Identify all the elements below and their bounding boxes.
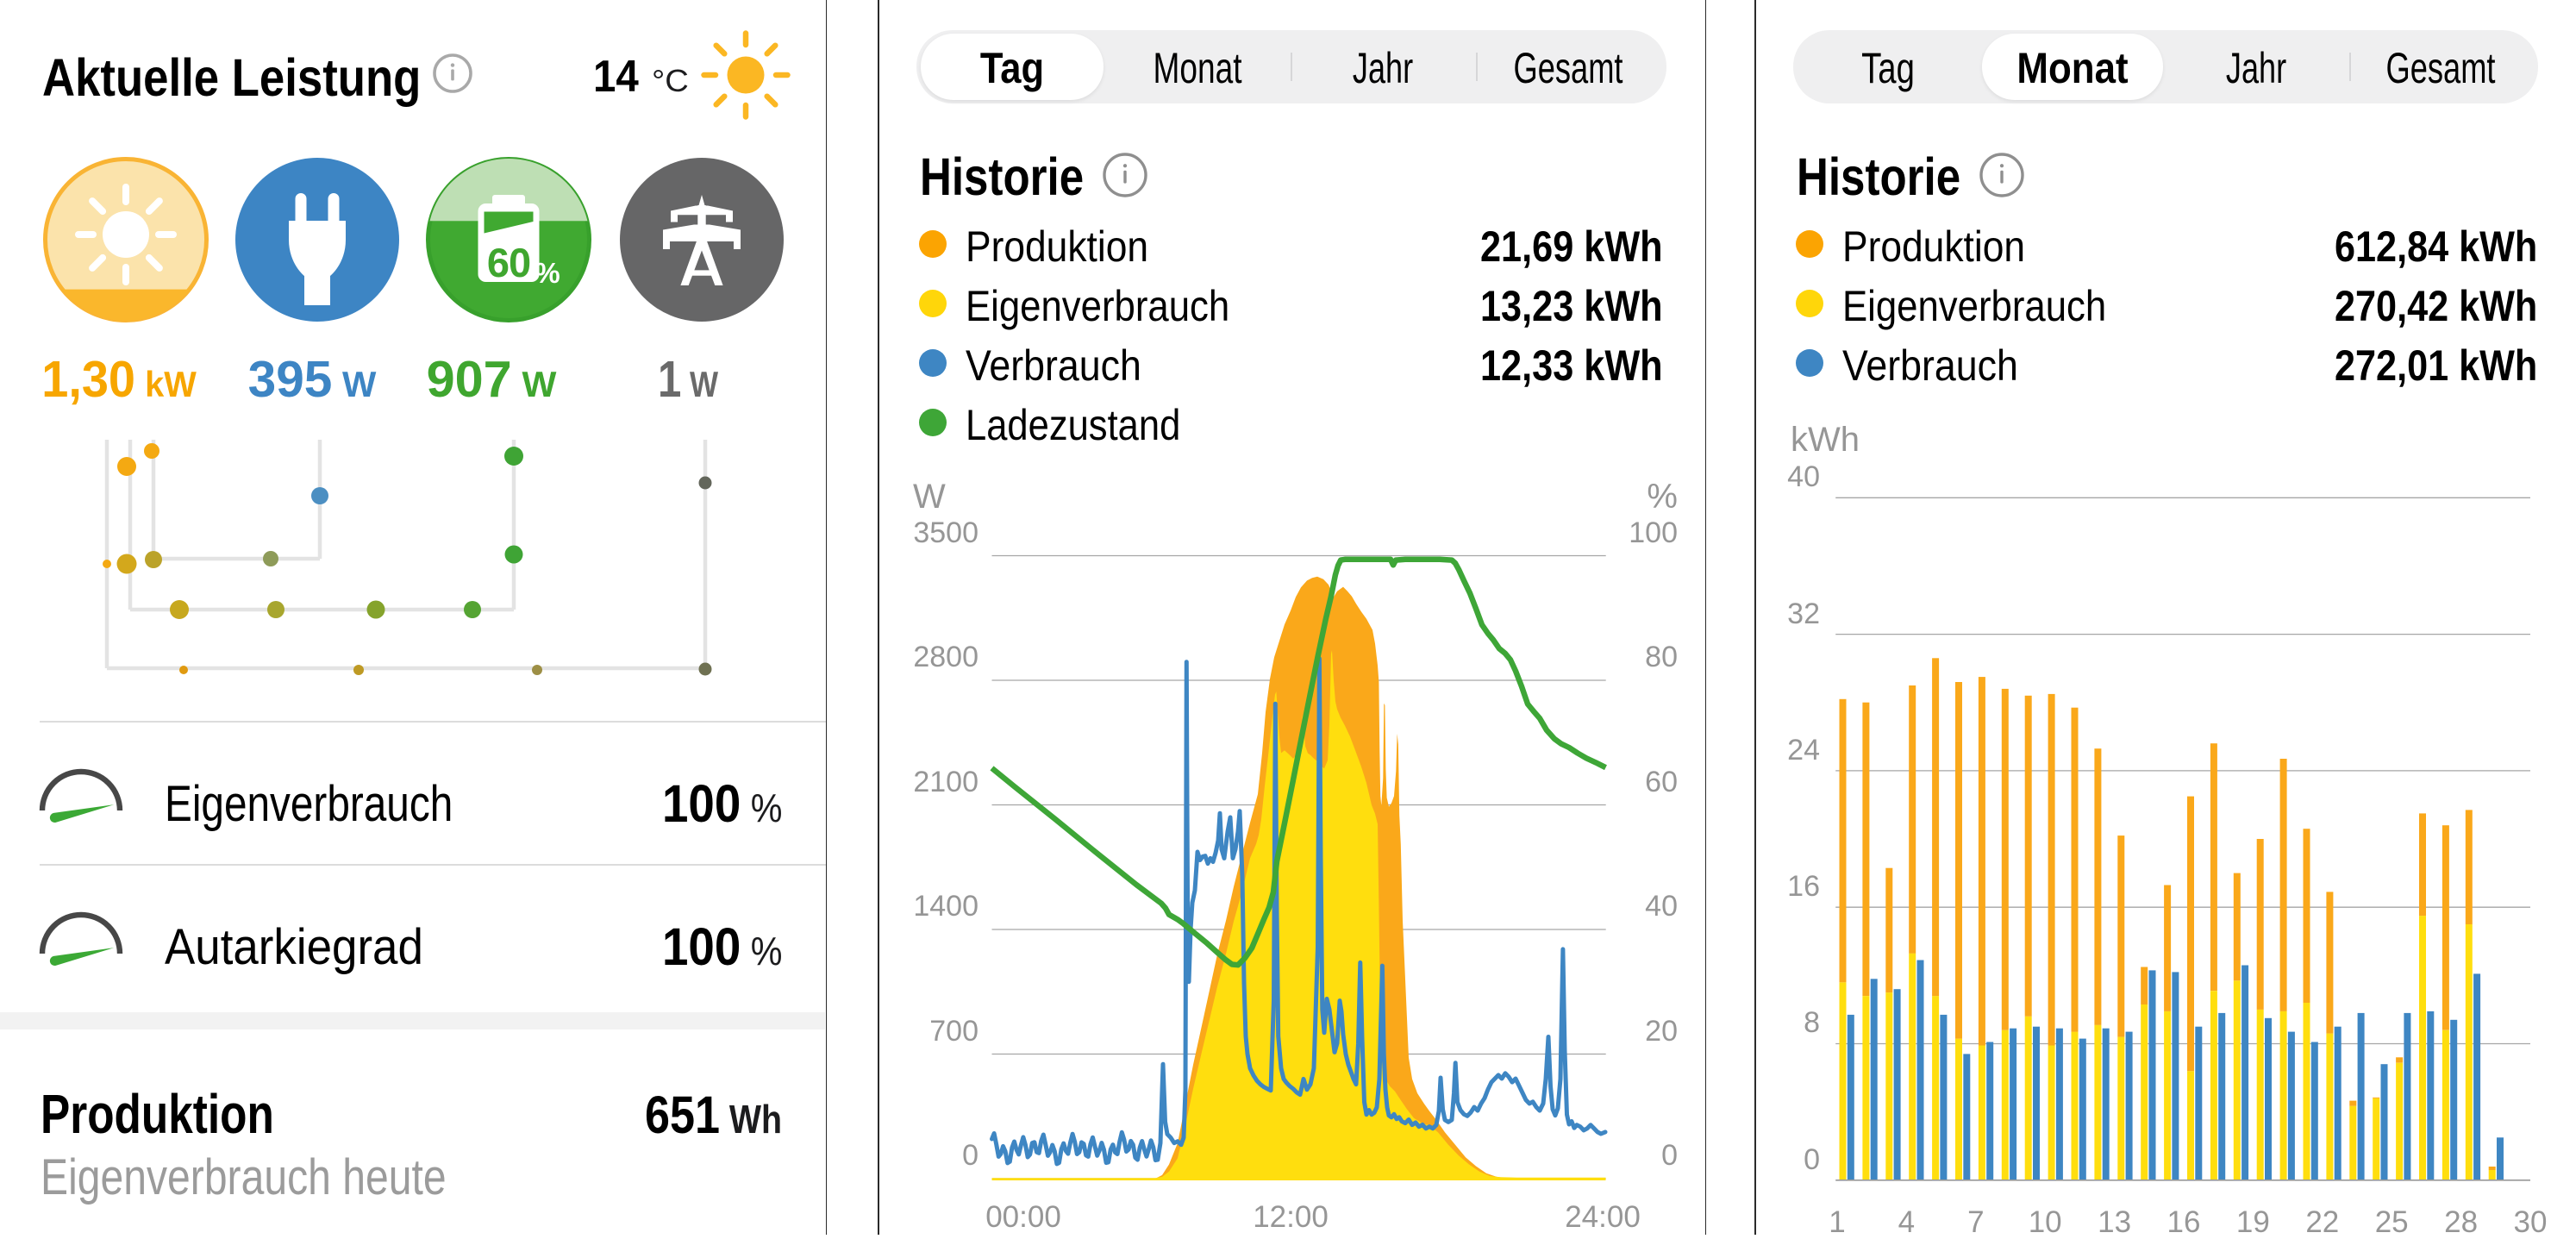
svg-text:%: % <box>535 257 560 289</box>
svg-text:60: 60 <box>487 240 530 285</box>
